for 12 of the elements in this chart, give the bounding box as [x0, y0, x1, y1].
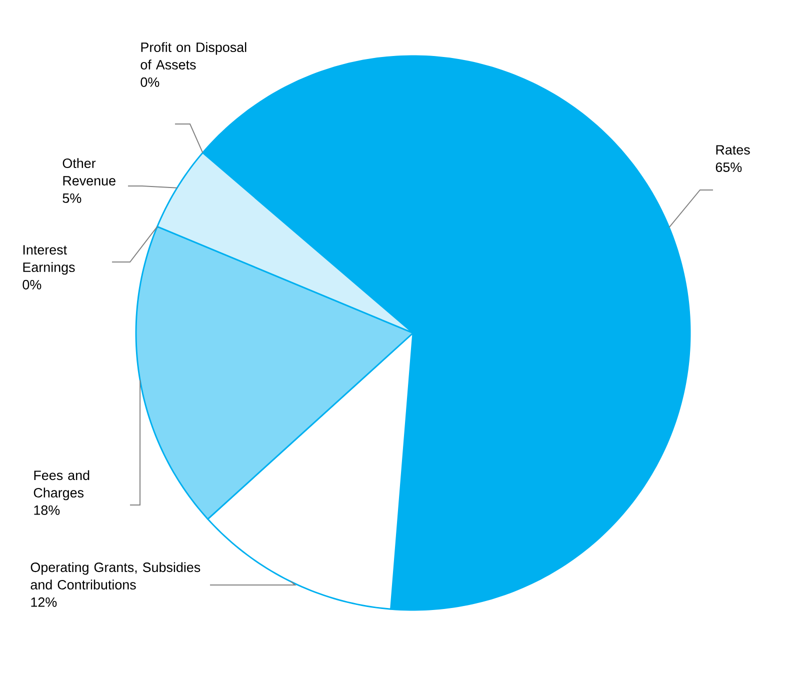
slice-label: Operating Grants, Subsidies and Contributions — [30, 562, 200, 590]
text: 0% — [22, 280, 42, 290]
slice-label: Other Revenue — [62, 158, 116, 186]
slice-label: Fees and Charges — [34, 470, 90, 500]
data-label: 65% — [716, 162, 742, 172]
text: 0% — [140, 77, 160, 87]
data-label: 12% — [31, 597, 57, 607]
slice-label: Rates — [716, 145, 750, 155]
data-label: 18% — [34, 505, 60, 515]
category-label: Profit on Disposal of Assets — [140, 42, 246, 70]
data-label: 5% — [62, 193, 82, 203]
category-label: Interest Earnings — [23, 245, 75, 275]
